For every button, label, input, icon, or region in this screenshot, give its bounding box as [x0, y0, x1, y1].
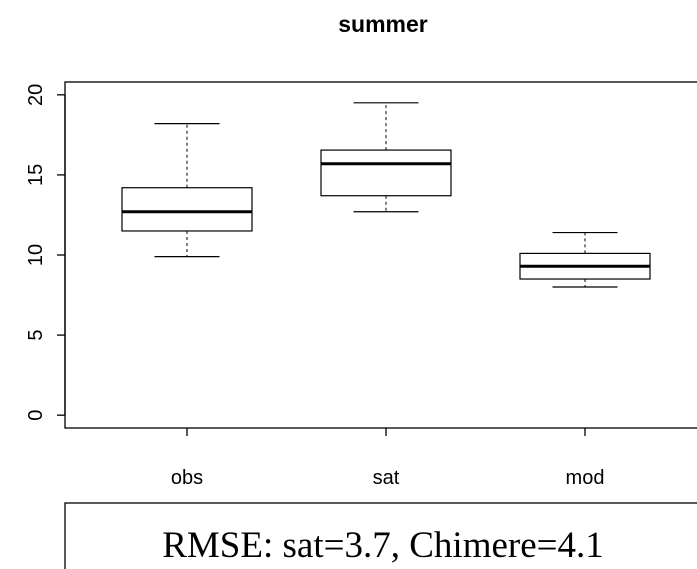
- y-tick-label: 10: [25, 244, 47, 266]
- x-tick-label: mod: [566, 467, 605, 489]
- box: [121, 187, 253, 232]
- y-tick-label: 5: [25, 330, 47, 341]
- y-tick-label: 15: [25, 164, 47, 186]
- box: [320, 149, 452, 197]
- chart-title: summer: [338, 11, 428, 37]
- x-tick-label: sat: [373, 467, 400, 489]
- annotation: RMSE: sat=3.7, Chimere=4.1: [162, 525, 604, 566]
- y-tick-label: 0: [25, 410, 47, 421]
- y-tick-label: 20: [25, 84, 47, 106]
- x-tick-label: obs: [171, 467, 203, 489]
- annotation-box: [64, 502, 697, 569]
